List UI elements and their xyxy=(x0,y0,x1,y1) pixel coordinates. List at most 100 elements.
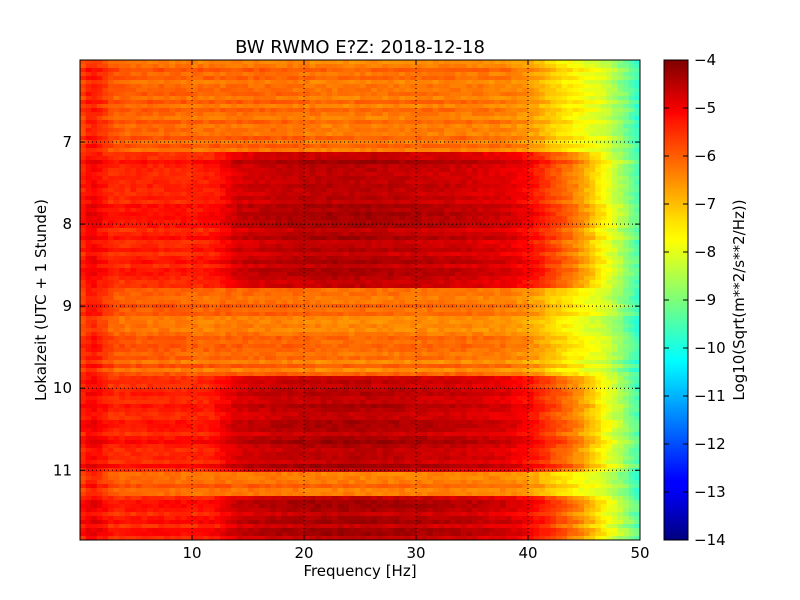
heatmap-cell-4698 xyxy=(628,244,635,249)
heatmap-cell-4378 xyxy=(516,232,523,237)
heatmap-cell-1630 xyxy=(248,124,255,129)
heatmap-cell-2939 xyxy=(298,176,305,181)
heatmap-cell-3442 xyxy=(315,196,322,201)
heatmap-cell-1511 xyxy=(141,120,148,125)
heatmap-cell-4474 xyxy=(494,236,501,241)
heatmap-cell-3269 xyxy=(466,188,473,193)
heatmap-cell-2860 xyxy=(416,172,423,177)
heatmap-cell-4245 xyxy=(332,228,339,233)
heatmap-cell-12 xyxy=(147,60,154,65)
heatmap-cell-1855 xyxy=(388,132,395,137)
heatmap-cell-4854 xyxy=(382,252,389,257)
heatmap-cell-698 xyxy=(628,84,635,89)
heatmap-cell-125 xyxy=(220,64,227,69)
heatmap-cell-2800 xyxy=(80,172,87,177)
heatmap-cell-1573 xyxy=(488,120,495,125)
heatmap-cell-4631 xyxy=(253,244,260,249)
heatmap-cell-3672 xyxy=(483,204,490,209)
heatmap-cell-1600 xyxy=(80,124,87,129)
heatmap-cell-2007 xyxy=(119,140,126,145)
heatmap-cell-4834 xyxy=(270,252,277,257)
heatmap-cell-1211 xyxy=(141,108,148,113)
heatmap-cell-4682 xyxy=(539,244,546,249)
heatmap-cell-3651 xyxy=(365,204,372,209)
heatmap-cell-517 xyxy=(175,80,182,85)
heatmap-cell-3561 xyxy=(421,200,428,205)
heatmap-cell-2437 xyxy=(287,156,294,161)
heatmap-cell-980 xyxy=(528,96,535,101)
heatmap-cell-3997 xyxy=(623,216,630,221)
heatmap-cell-3604 xyxy=(102,204,109,209)
heatmap-cell-2507 xyxy=(119,160,126,165)
heatmap-cell-2488 xyxy=(572,156,579,161)
heatmap-cell-1107 xyxy=(119,104,126,109)
heatmap-cell-2019 xyxy=(186,140,193,145)
heatmap-cell-3956 xyxy=(393,216,400,221)
heatmap-cell-1101 xyxy=(85,104,92,109)
heatmap-cell-1717 xyxy=(175,128,182,133)
heatmap-cell-1860 xyxy=(416,132,423,137)
heatmap-cell-2783 xyxy=(544,168,551,173)
heatmap-cell-1749 xyxy=(354,128,361,133)
heatmap-cell-3292 xyxy=(595,188,602,193)
heatmap-cell-4479 xyxy=(522,236,529,241)
heatmap-cell-4345 xyxy=(332,232,339,237)
heatmap-cell-2856 xyxy=(393,172,400,177)
heatmap-cell-2449 xyxy=(354,156,361,161)
heatmap-cell-3587 xyxy=(567,200,574,205)
heatmap-cell-302 xyxy=(91,72,98,77)
heatmap-cell-382 xyxy=(539,72,546,77)
heatmap-cell-3443 xyxy=(320,196,327,201)
heatmap-cell-1993 xyxy=(600,136,607,141)
heatmap-cell-4874 xyxy=(494,252,501,257)
heatmap-cell-871 xyxy=(477,92,484,97)
heatmap-cell-1041 xyxy=(309,100,316,105)
heatmap-cell-614 xyxy=(158,84,165,89)
heatmap-cell-2950 xyxy=(360,176,367,181)
heatmap-cell-2472 xyxy=(483,156,490,161)
heatmap-cell-2106 xyxy=(113,144,120,149)
heatmap-cell-814 xyxy=(158,92,165,97)
heatmap-cell-3733 xyxy=(264,208,271,213)
heatmap-cell-3326 xyxy=(225,192,232,197)
heatmap-cell-715 xyxy=(164,88,171,93)
heatmap-cell-1321 xyxy=(197,112,204,117)
heatmap-cell-4525 xyxy=(220,240,227,245)
heatmap-cell-3367 xyxy=(455,192,462,197)
heatmap-cell-1821 xyxy=(197,132,204,137)
heatmap-cell-2893 xyxy=(600,172,607,177)
heatmap-cell-1680 xyxy=(528,124,535,129)
heatmap-cell-3220 xyxy=(192,188,199,193)
heatmap-cell-3137 xyxy=(287,184,294,189)
heatmap-cell-3618 xyxy=(180,204,187,209)
heatmap-cell-4276 xyxy=(505,228,512,233)
heatmap-cell-509 xyxy=(130,80,137,85)
heatmap-cell-1844 xyxy=(326,132,333,137)
heatmap-cell-2380 xyxy=(528,152,535,157)
heatmap-cell-2034 xyxy=(270,140,277,145)
heatmap-cell-1029 xyxy=(242,100,249,105)
heatmap-cell-4250 xyxy=(360,228,367,233)
heatmap-cell-3065 xyxy=(444,180,451,185)
heatmap-cell-3107 xyxy=(119,184,126,189)
heatmap-cell-1589 xyxy=(578,120,585,125)
heatmap-cell-501 xyxy=(85,80,92,85)
heatmap-cell-890 xyxy=(584,92,591,97)
heatmap-cell-4685 xyxy=(556,244,563,249)
heatmap-cell-3874 xyxy=(494,212,501,217)
heatmap-cell-2524 xyxy=(214,160,221,165)
heatmap-cell-4916 xyxy=(169,256,176,261)
heatmap-cell-2655 xyxy=(388,164,395,169)
heatmap-cell-1025 xyxy=(220,100,227,105)
heatmap-cell-4794 xyxy=(606,248,613,253)
heatmap-cell-2328 xyxy=(236,152,243,157)
heatmap-cell-4730 xyxy=(248,248,255,253)
heatmap-cell-674 xyxy=(494,84,501,89)
heatmap-cell-4510 xyxy=(136,240,143,245)
heatmap-cell-1530 xyxy=(248,120,255,125)
heatmap-cell-3351 xyxy=(365,192,372,197)
heatmap-cell-659 xyxy=(410,84,417,89)
heatmap-cell-3898 xyxy=(628,212,635,217)
heatmap-cell-811 xyxy=(141,92,148,97)
heatmap-cell-3569 xyxy=(466,200,473,205)
